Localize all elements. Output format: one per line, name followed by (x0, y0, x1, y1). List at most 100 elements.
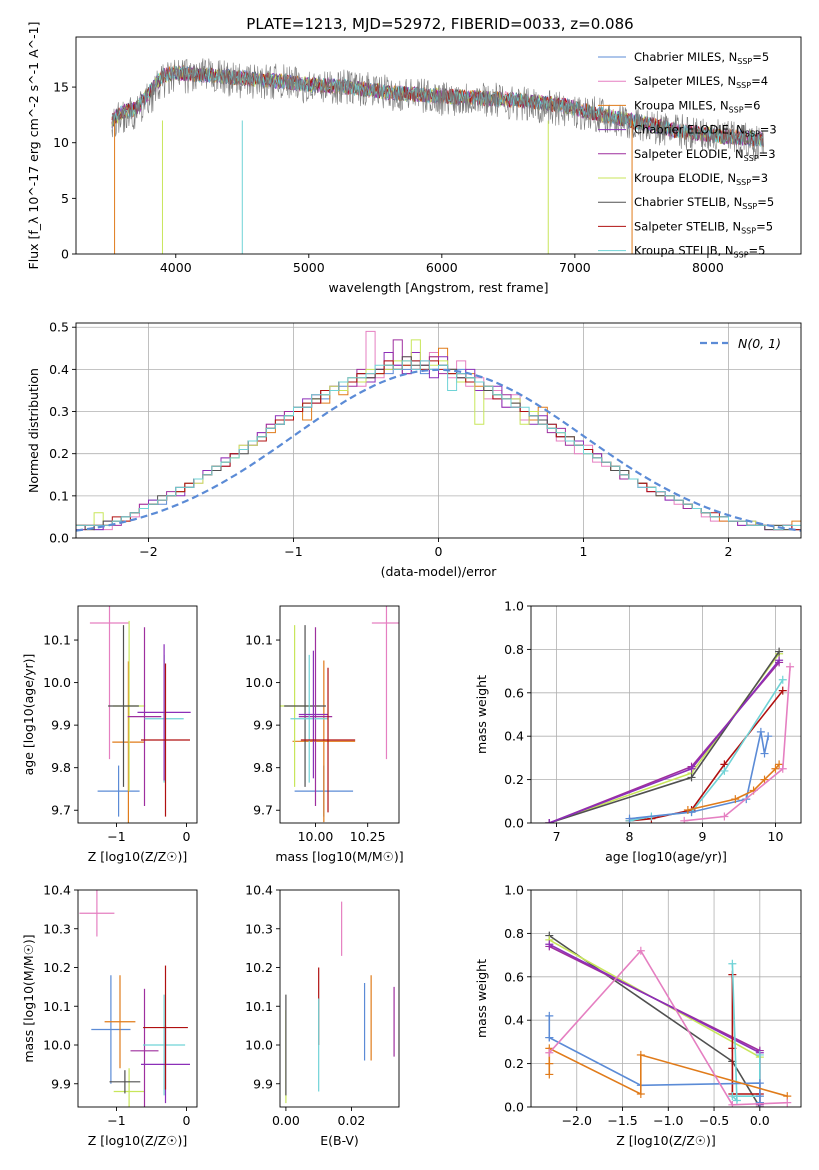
legend-label: Salpeter ELODIE, NSSP=3 (634, 147, 776, 163)
legend-label-text: Salpeter STELIB, N (634, 219, 741, 233)
y-tick-label: 10.4 (43, 883, 71, 898)
series-marker (545, 819, 554, 823)
series-marker (545, 940, 554, 949)
axes-frame (77, 605, 198, 824)
y-tick-label: 10.2 (245, 960, 273, 975)
x-axis-label: age [log10(age/yr)] (605, 849, 727, 864)
x-axis-label: wavelength [Angstrom, rest frame] (328, 280, 548, 295)
gaussian-curve (76, 368, 801, 532)
point-chabrier-miles (97, 765, 140, 817)
y-tick-label: 9.7 (51, 803, 71, 818)
point-salpeter-stelib (141, 663, 190, 817)
y-tick-label: 0.4 (49, 362, 69, 377)
legend-label-n: =6 (744, 98, 761, 112)
legend-label: Chabrier ELODIE, NSSP=3 (634, 123, 777, 139)
series-marker (760, 749, 769, 758)
series-line (548, 651, 780, 823)
y-tick-label: 0.3 (49, 404, 69, 419)
plot-area-residuals (76, 323, 801, 538)
y-tick-label: 0 (61, 247, 69, 262)
y-tick-label: 10.0 (43, 1038, 71, 1053)
point-salpeter-elodie (298, 627, 333, 806)
axes-frame (75, 36, 802, 255)
panel-weight-vs-age: 7 8 9 10 0.0 0.2 0.4 0.6 0.8 1.0 age [log10(age/yr… (474, 599, 802, 864)
y-tick-label: 9.8 (51, 760, 71, 775)
y-tick-label: 0.6 (504, 685, 524, 700)
x-tick-label: −1.0 (653, 1113, 683, 1128)
point-chabrier-stelib (284, 625, 326, 787)
legend-label: Chabrier MILES, NSSP=5 (634, 50, 769, 66)
y-tick-label: 0.2 (504, 1056, 524, 1071)
legend-label: Chabrier STELIB, NSSP=5 (634, 195, 774, 211)
series-marker (778, 675, 787, 684)
y-tick-label: 9.8 (253, 760, 273, 775)
series-line (730, 963, 761, 1103)
y-tick-label: 0.0 (49, 531, 69, 546)
y-tick-label: 0.0 (504, 816, 524, 831)
x-tick-label: 0 (183, 829, 191, 844)
series-marker (778, 686, 787, 695)
series-marker (731, 795, 740, 804)
series-line (684, 666, 791, 822)
x-tick-label: 5000 (293, 260, 325, 275)
y-tick-label: 0.8 (504, 642, 524, 657)
plot-area-mass-vs-EBV (285, 901, 395, 1104)
y-tick-label: 0.2 (49, 446, 69, 461)
legend-label: Kroupa STELIB, NSSP=5 (634, 244, 765, 260)
x-tick-label: 10 (768, 829, 784, 844)
x-tick-label: 0.02 (338, 1113, 366, 1128)
axes-frame (530, 605, 802, 824)
legend-label-text: Kroupa ELODIE, N (634, 171, 736, 185)
plot-area-age-vs-mass (280, 606, 399, 823)
point-salpeter-miles (89, 606, 130, 760)
legend-label: Salpeter MILES, NSSP=4 (634, 74, 768, 90)
y-tick-label: 10.3 (43, 921, 71, 936)
x-tick-label: −1 (107, 1113, 125, 1128)
x-tick-label: 4000 (160, 260, 192, 275)
series-marker (720, 766, 729, 775)
panel-age-vs-mass: 10.00 10.25 9.7 9.8 9.9 10.0 10.1 mass [log10(M… (245, 605, 404, 864)
legend-label-n: =4 (751, 74, 768, 88)
x-tick-label: 7000 (559, 260, 591, 275)
series-marker (760, 775, 769, 784)
series-marker (545, 1059, 554, 1068)
series-marker (775, 760, 784, 769)
series-data (111, 58, 765, 160)
series-line (548, 943, 761, 1107)
series-marker (771, 764, 780, 773)
point-chabrier-elodie (137, 644, 191, 781)
y-tick-label: 10.1 (245, 633, 273, 648)
series-chabrier-miles (625, 727, 773, 823)
y-tick-label: 15 (53, 80, 69, 95)
series-kroupa-miles (683, 760, 784, 814)
legend-label-sub: SSP (742, 202, 757, 211)
point-chabrier-stelib (108, 625, 139, 787)
series-marker (680, 816, 689, 823)
x-tick-label: 0.00 (272, 1113, 300, 1128)
series-marker (545, 1011, 554, 1020)
point-chabrier-miles (91, 975, 131, 1084)
series-marker (683, 805, 692, 814)
x-axis-label: (data-model)/error (381, 564, 498, 579)
legend-label-text: Salpeter MILES, N (634, 74, 736, 88)
y-tick-label: 0.5 (49, 320, 69, 335)
point-kroupa-miles (104, 975, 136, 1069)
point-kroupa-elodie (113, 1068, 145, 1107)
series-marker (687, 773, 696, 782)
y-tick-label: 0.1 (49, 488, 69, 503)
series-salpeter-miles (680, 662, 795, 823)
series-marker (636, 1050, 645, 1059)
y-tick-label: 10.0 (245, 675, 273, 690)
axes-frame (77, 889, 198, 1108)
x-tick-label: −1 (284, 544, 302, 559)
y-tick-label: 1.0 (504, 883, 524, 898)
y-axis-label: Normed distribution (26, 368, 41, 493)
y-tick-label: 5 (61, 191, 69, 206)
y-tick-label: 9.9 (253, 1076, 273, 1091)
y-tick-label: 0.2 (504, 772, 524, 787)
y-tick-label: 10.4 (245, 883, 273, 898)
series-marker (775, 647, 784, 656)
y-axis-label: mass weight (474, 959, 489, 1038)
x-axis-label: Z [log10(Z/Z☉)] (88, 1133, 188, 1148)
